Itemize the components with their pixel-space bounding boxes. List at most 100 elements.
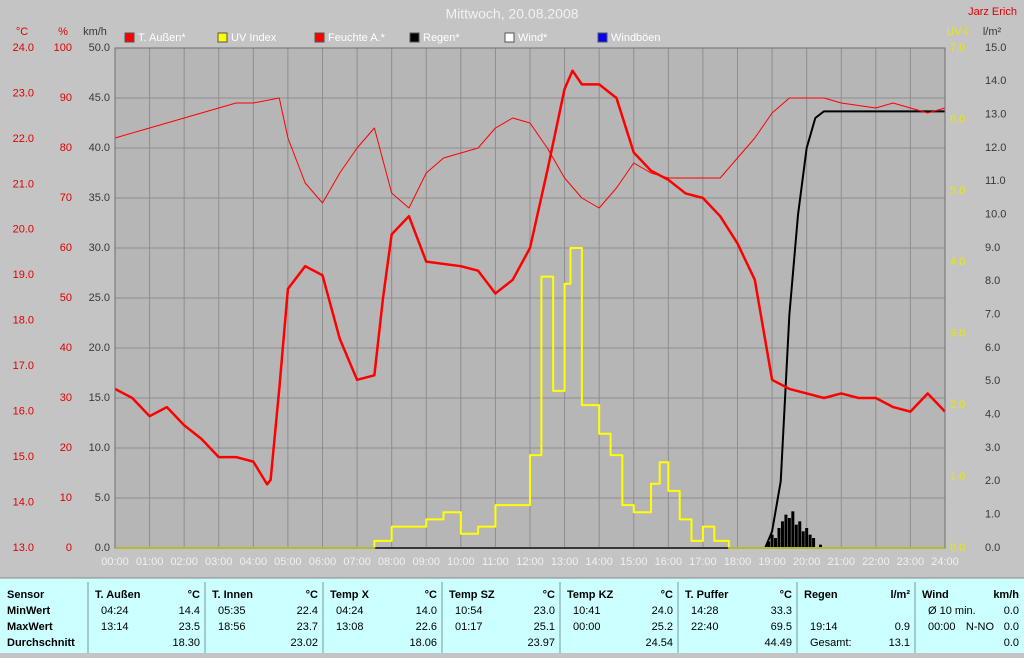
table-cell: 14.0 xyxy=(416,605,437,617)
column-header: T. Außen xyxy=(95,589,141,601)
rain-bar xyxy=(819,544,822,548)
x-tick-label: 16:00 xyxy=(655,556,683,568)
y-tick-label: 8.0 xyxy=(985,275,1000,287)
rain-bar xyxy=(798,521,802,548)
legend-label: Regen* xyxy=(423,32,460,44)
column-unit: l/m² xyxy=(890,589,910,601)
rain-bar xyxy=(784,514,788,548)
x-tick-label: 11:00 xyxy=(482,556,509,568)
y-tick-label: 10 xyxy=(60,492,72,504)
y-tick-label: 70 xyxy=(60,192,72,204)
table-cell: 10:54 xyxy=(455,605,483,617)
table-cell: 18.30 xyxy=(172,637,200,649)
y-tick-label: 20 xyxy=(60,442,72,454)
y-tick-label: 35.0 xyxy=(89,192,110,204)
y-tick-label: 30.0 xyxy=(89,242,110,254)
series-line xyxy=(115,110,945,549)
table-cell: 0.0 xyxy=(1004,605,1019,617)
table-cell: 04:24 xyxy=(101,605,129,617)
row-label: MinWert xyxy=(7,605,51,617)
y-tick-label: 60 xyxy=(60,242,72,254)
y-tick-label: 22.0 xyxy=(13,133,34,145)
table-cell: 13.1 xyxy=(889,637,910,649)
legend-swatch xyxy=(597,32,608,43)
y-tick-label: 15.0 xyxy=(985,42,1006,54)
row-label: Durchschnitt xyxy=(7,637,75,649)
x-tick-label: 02:00 xyxy=(170,556,198,568)
series-line xyxy=(115,247,945,549)
table-cell: 00:00 xyxy=(573,621,601,633)
table-cell: 18.06 xyxy=(409,637,437,649)
x-tick-label: 15:00 xyxy=(620,556,648,568)
table-cell: 22:40 xyxy=(691,621,719,633)
y-tick-label: 5.0 xyxy=(95,492,110,504)
table-cell: 0.0 xyxy=(1004,621,1019,633)
row-label: MaxWert xyxy=(7,621,53,633)
chart-title: Mittwoch, 20.08.2008 xyxy=(445,6,578,22)
y-tick-label: 1.0 xyxy=(985,509,1000,521)
y-tick-label: 10.0 xyxy=(89,442,110,454)
y-tick-label: 10.0 xyxy=(985,209,1006,221)
x-tick-label: 07:00 xyxy=(343,556,371,568)
y-tick-label: 9.0 xyxy=(985,242,1000,254)
table-cell: 33.3 xyxy=(771,605,792,617)
rain-bar xyxy=(794,524,798,548)
x-tick-label: 22:00 xyxy=(862,556,890,568)
y-tick-label: 7.0 xyxy=(985,309,1000,321)
y-tick-label: 20.0 xyxy=(89,342,110,354)
x-tick-label: 19:00 xyxy=(758,556,786,568)
y-tick-label: 23.0 xyxy=(13,87,34,99)
rain-bar xyxy=(801,531,805,548)
legend-label: UV Index xyxy=(231,32,277,44)
x-tick-label: 23:00 xyxy=(897,556,925,568)
column-header: T. Innen xyxy=(212,589,253,601)
rain-bar xyxy=(791,511,795,548)
column-unit: °C xyxy=(780,589,792,601)
y-tick-label: 5.0 xyxy=(985,375,1000,387)
y-tick-label: 2.0 xyxy=(985,475,1000,487)
table-cell: 22.6 xyxy=(416,621,437,633)
y-tick-label: 14.0 xyxy=(13,496,34,508)
table-cell: 00:00 xyxy=(928,621,956,633)
table-cell: 01:17 xyxy=(455,621,483,633)
y-tick-label: 7.0 xyxy=(950,42,965,54)
column-unit: km/h xyxy=(993,589,1019,601)
axis-label: l/m² xyxy=(983,26,1002,38)
x-tick-label: 20:00 xyxy=(793,556,821,568)
y-tick-label: 15.0 xyxy=(89,392,110,404)
rain-bar xyxy=(812,538,816,548)
y-tick-label: 21.0 xyxy=(13,178,34,190)
table-cell: 05:35 xyxy=(218,605,246,617)
table-cell: 24.0 xyxy=(652,605,673,617)
rain-bar xyxy=(777,528,781,548)
y-tick-label: 4.0 xyxy=(985,409,1000,421)
rain-bar xyxy=(787,518,791,548)
stats-table xyxy=(0,578,1024,653)
table-cell: 23.7 xyxy=(297,621,318,633)
y-tick-label: 0 xyxy=(66,542,72,554)
x-tick-label: 21:00 xyxy=(827,556,855,568)
x-tick-label: 03:00 xyxy=(205,556,233,568)
axis-label: km/h xyxy=(83,26,107,38)
y-tick-label: 30 xyxy=(60,392,72,404)
y-tick-label: 0.0 xyxy=(950,542,965,554)
x-tick-label: 17:00 xyxy=(689,556,717,568)
x-tick-label: 10:00 xyxy=(447,556,475,568)
legend-swatch xyxy=(314,32,325,43)
y-tick-label: 3.0 xyxy=(950,328,965,340)
table-cell: 23.0 xyxy=(534,605,555,617)
table-cell: 13:14 xyxy=(101,621,129,633)
y-tick-label: 24.0 xyxy=(13,42,34,54)
y-tick-label: 40 xyxy=(60,342,72,354)
rain-bar xyxy=(805,528,809,548)
table-cell: 69.5 xyxy=(771,621,792,633)
axis-label: °C xyxy=(16,26,28,38)
table-cell: 23.97 xyxy=(527,637,555,649)
table-cell: 0.9 xyxy=(895,621,910,633)
column-unit: °C xyxy=(425,589,437,601)
column-header: Temp SZ xyxy=(449,589,495,601)
y-tick-label: 50.0 xyxy=(89,42,110,54)
y-tick-label: 40.0 xyxy=(89,142,110,154)
table-cell: 44.49 xyxy=(764,637,792,649)
